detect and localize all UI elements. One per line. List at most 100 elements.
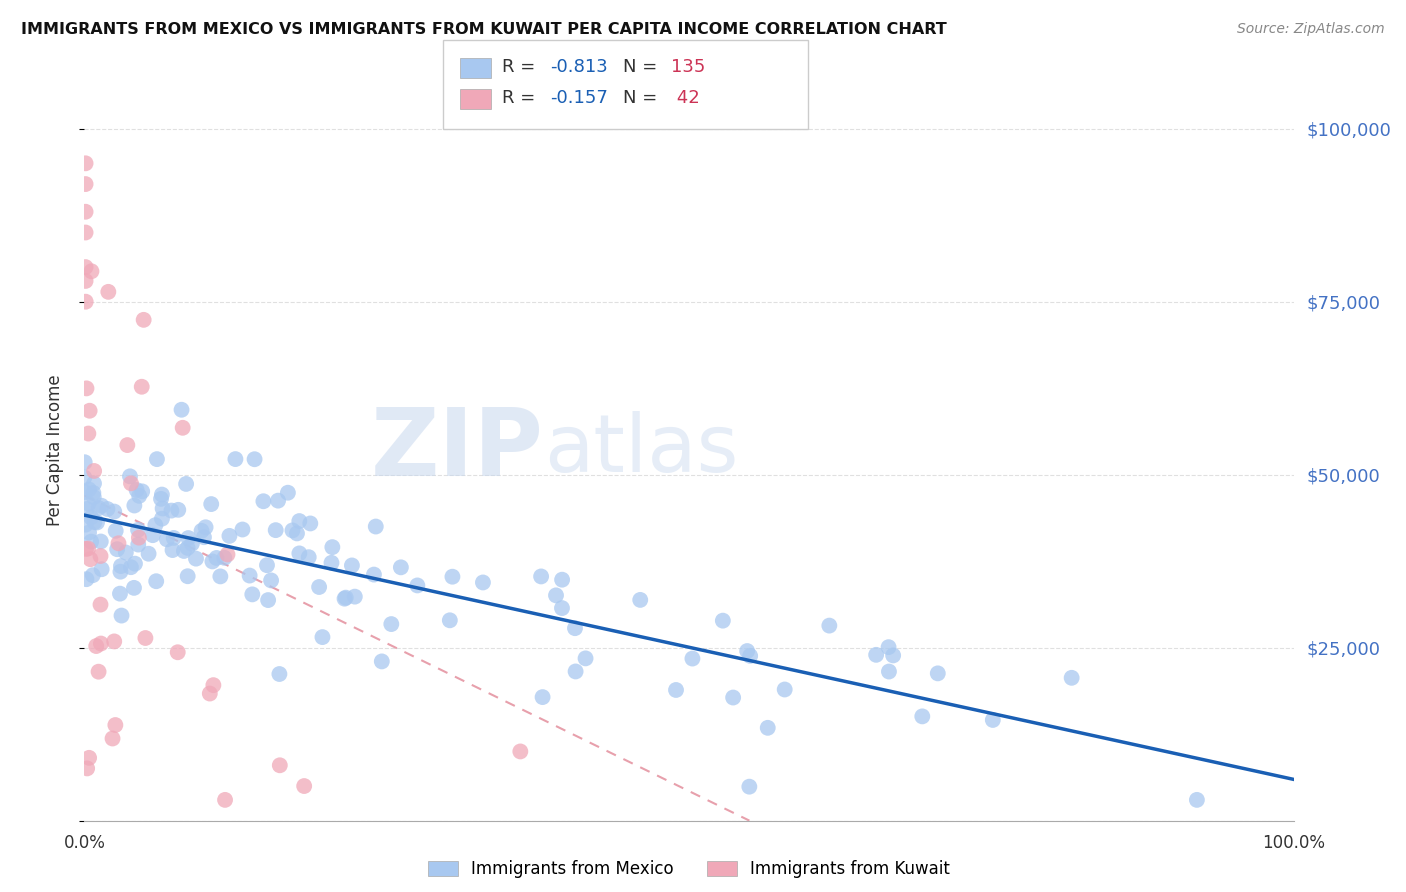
- Point: [80, 264, 103, 278]
- Point: [172, 421, 194, 435]
- Text: IMMIGRANTS FROM MEXICO VS IMMIGRANTS FROM KUWAIT PER CAPITA INCOME CORRELATION C: IMMIGRANTS FROM MEXICO VS IMMIGRANTS FRO…: [21, 22, 946, 37]
- Point: [243, 452, 266, 467]
- Point: [173, 544, 195, 558]
- Point: [75, 177, 97, 191]
- Point: [200, 497, 222, 511]
- Point: [167, 503, 190, 517]
- Point: [194, 520, 217, 534]
- Point: [371, 654, 394, 668]
- Point: [267, 493, 290, 508]
- Point: [83, 490, 105, 504]
- Point: [79, 552, 101, 566]
- Point: [218, 529, 240, 543]
- Point: [531, 690, 554, 705]
- Text: Source: ZipAtlas.com: Source: ZipAtlas.com: [1237, 22, 1385, 37]
- Point: [75, 156, 97, 170]
- Y-axis label: Per Capita Income: Per Capita Income: [45, 375, 63, 526]
- Point: [82, 568, 104, 582]
- Point: [150, 487, 173, 501]
- Point: [75, 541, 97, 556]
- Point: [77, 541, 100, 556]
- Point: [101, 731, 124, 746]
- Point: [256, 558, 278, 573]
- Point: [166, 645, 188, 659]
- Point: [131, 380, 153, 394]
- Point: [389, 560, 412, 574]
- Point: [75, 204, 97, 219]
- Point: [77, 426, 100, 441]
- Point: [145, 574, 167, 589]
- Point: [90, 499, 112, 513]
- Point: [90, 562, 112, 576]
- Text: R =: R =: [502, 58, 541, 76]
- Point: [269, 667, 291, 681]
- Point: [738, 780, 761, 794]
- Point: [927, 666, 949, 681]
- Point: [176, 569, 198, 583]
- Point: [103, 504, 125, 518]
- Point: [176, 541, 198, 555]
- Point: [80, 534, 103, 549]
- Point: [127, 523, 149, 537]
- Point: [128, 489, 150, 503]
- Point: [551, 601, 574, 615]
- Point: [108, 587, 131, 601]
- Point: [170, 402, 193, 417]
- Point: [865, 648, 887, 662]
- Point: [138, 547, 160, 561]
- Point: [160, 503, 183, 517]
- Point: [877, 640, 900, 655]
- Point: [882, 648, 904, 663]
- Point: [75, 274, 97, 288]
- Point: [184, 551, 207, 566]
- Point: [1060, 671, 1083, 685]
- Point: [544, 588, 567, 602]
- Point: [217, 548, 239, 562]
- Point: [260, 574, 283, 588]
- Point: [257, 593, 280, 607]
- Point: [574, 651, 596, 665]
- Point: [214, 550, 236, 565]
- Point: [333, 591, 356, 606]
- Point: [363, 567, 385, 582]
- Point: [152, 501, 174, 516]
- Point: [77, 497, 100, 511]
- Point: [124, 557, 146, 571]
- Point: [90, 636, 112, 650]
- Point: [75, 517, 97, 532]
- Point: [281, 524, 304, 538]
- Point: [981, 713, 1004, 727]
- Point: [76, 761, 98, 775]
- Point: [75, 572, 97, 586]
- Point: [77, 483, 100, 497]
- Point: [292, 779, 315, 793]
- Point: [231, 523, 253, 537]
- Point: [87, 501, 110, 516]
- Point: [439, 613, 461, 627]
- Point: [132, 313, 155, 327]
- Point: [343, 590, 366, 604]
- Point: [190, 524, 212, 538]
- Point: [87, 665, 110, 679]
- Point: [110, 559, 132, 574]
- Point: [380, 617, 402, 632]
- Point: [288, 546, 311, 560]
- Point: [96, 502, 118, 516]
- Point: [156, 533, 179, 547]
- Point: [177, 531, 200, 545]
- Point: [83, 476, 105, 491]
- Point: [82, 486, 104, 500]
- Point: [90, 534, 112, 549]
- Point: [146, 452, 169, 467]
- Point: [711, 614, 734, 628]
- Point: [104, 718, 127, 732]
- Point: [79, 403, 101, 417]
- Point: [321, 556, 343, 570]
- Point: [269, 758, 291, 772]
- Point: [162, 543, 184, 558]
- Point: [174, 477, 197, 491]
- Point: [406, 578, 429, 592]
- Point: [77, 525, 100, 540]
- Point: [105, 542, 128, 557]
- Point: [735, 644, 758, 658]
